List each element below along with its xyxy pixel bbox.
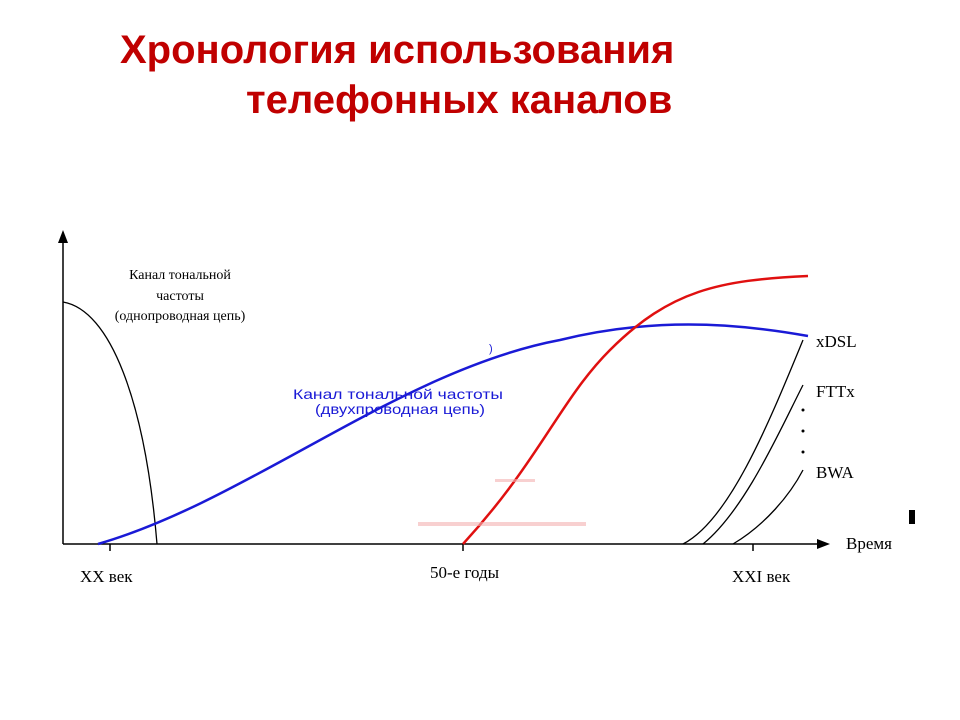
faint-red-artifact-small	[495, 479, 535, 482]
single-wire-label-2: частоты	[156, 289, 204, 304]
single-wire-label-3: (однопроводная цепь)	[115, 309, 246, 324]
tick-label-xx: XX век	[80, 567, 133, 586]
single-wire-label-1: Канал тональной	[129, 268, 231, 283]
bwa-label: BWA	[816, 463, 855, 482]
ellipsis-dot-3	[801, 450, 805, 454]
blue-paren-artifact: )	[489, 343, 493, 355]
page-title-line1: Хронология использования	[120, 28, 675, 72]
two-wire-label-2: (двухпроводная цепь)	[315, 401, 485, 417]
fttx-label: FTTx	[816, 382, 855, 401]
y-axis-arrow	[58, 230, 68, 243]
fttx-curve	[702, 384, 804, 545]
page-title-line2: телефонных каналов	[246, 78, 673, 122]
x-axis-arrow	[817, 539, 830, 549]
red-curve	[462, 274, 809, 545]
ellipsis-dot-2	[801, 429, 805, 433]
xdsl-label: xDSL	[816, 332, 857, 351]
bwa-curve	[732, 469, 804, 545]
edge-artifact	[909, 510, 915, 524]
two-wire-curve	[97, 323, 809, 546]
faint-red-artifact	[418, 522, 586, 526]
xdsl-curve	[682, 339, 804, 545]
tick-label-50s: 50-е годы	[430, 563, 500, 582]
tick-label-xxi: XXI век	[732, 567, 791, 586]
single-wire-curve	[62, 301, 158, 545]
ellipsis-dot-1	[801, 408, 805, 412]
two-wire-label-1: Канал тональной частоты	[293, 386, 503, 402]
x-axis-label: Время	[846, 534, 892, 553]
